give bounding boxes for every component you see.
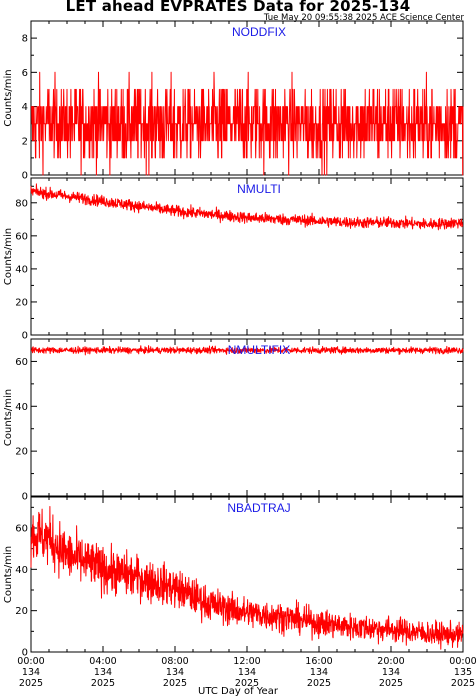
y-tick-label: 0	[22, 492, 28, 503]
x-tick-label: 12:00	[233, 656, 260, 667]
y-axis-label: Counts/min	[3, 69, 14, 126]
x-tick-label: 134	[382, 667, 400, 678]
chart-title: LET ahead EVPRATES Data for 2025-134	[65, 0, 411, 15]
x-tick-label: 2025	[163, 678, 187, 689]
series-line-nmultifix	[30, 345, 464, 356]
panel-nmultifix: 0 20 40 60 Counts/min NMULTIFIX	[3, 338, 464, 503]
panel-title: NMULTIFIX	[228, 343, 290, 357]
x-tick-label: 2025	[235, 678, 259, 689]
x-tick-label: 2025	[379, 678, 403, 689]
y-tick-label: 0	[22, 648, 28, 659]
x-tick-label: 134	[166, 667, 184, 678]
y-tick-label: 2	[22, 136, 28, 147]
x-tick-label: 16:00	[305, 656, 332, 667]
x-tick-label: 20:00	[377, 656, 404, 667]
x-tick-label: 2025	[451, 678, 475, 689]
x-tick-label: 2025	[19, 678, 43, 689]
y-tick-label: 60	[15, 357, 28, 368]
x-tick-label: 134	[22, 667, 40, 678]
x-tick-label: 00:00	[449, 656, 476, 667]
y-tick-label: 20	[15, 606, 28, 617]
y-tick-label: 40	[15, 565, 28, 576]
y-tick-label: 80	[15, 198, 28, 209]
generation-timestamp: Tue May 20 09:55:38 2025 ACE Science Cen…	[263, 13, 464, 23]
y-tick-label: 20	[15, 297, 28, 308]
y-tick-label: 40	[15, 402, 28, 413]
panel-noddfix: 0 2 4 6 8 Counts/min NODDFIX	[3, 20, 464, 182]
series-line-nbadtraj	[30, 506, 464, 650]
y-axis-label: Counts/min	[3, 228, 14, 285]
x-tick-label: 134	[94, 667, 112, 678]
y-tick-label: 40	[15, 264, 28, 275]
x-tick-label: 04:00	[89, 656, 116, 667]
panel-nmulti: 0 20 40 60 80 Counts/min NMULTI	[3, 177, 464, 342]
y-tick-label: 0	[22, 331, 28, 342]
x-tick-label: 08:00	[161, 656, 188, 667]
x-tick-label: 134	[310, 667, 328, 678]
x-tick-label: 134	[238, 667, 256, 678]
y-axis-label: Counts/min	[3, 389, 14, 446]
y-tick-label: 20	[15, 447, 28, 458]
y-axis-label: Counts/min	[3, 546, 14, 603]
x-tick-label: 00:00	[17, 656, 44, 667]
y-tick-label: 60	[15, 524, 28, 535]
series-line-nmulti	[30, 183, 464, 231]
x-axis-label: UTC Day of Year	[198, 686, 278, 697]
series-line-noddfix	[30, 71, 464, 176]
panel-title: NMULTI	[237, 182, 281, 196]
y-tick-label: 60	[15, 231, 28, 242]
y-tick-label: 0	[22, 171, 28, 182]
x-tick-label: 135	[454, 667, 472, 678]
plot-frame	[30, 338, 464, 497]
y-tick-label: 6	[22, 68, 28, 79]
y-tick-label: 8	[22, 34, 28, 45]
x-tick-label: 2025	[91, 678, 115, 689]
panel-title: NBADTRAJ	[227, 501, 290, 515]
panel-title: NODDFIX	[232, 25, 286, 39]
x-tick-label: 2025	[307, 678, 331, 689]
y-tick-label: 4	[22, 102, 28, 113]
